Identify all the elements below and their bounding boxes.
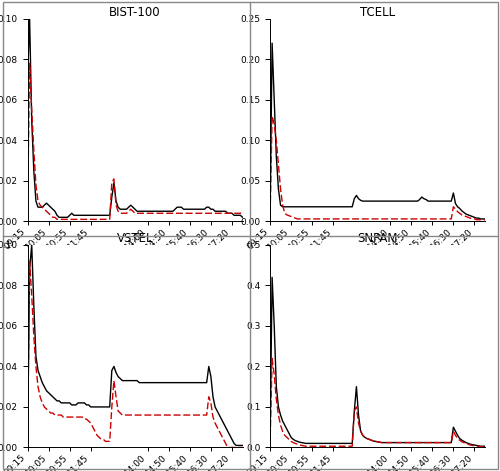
Title: TCELL: TCELL bbox=[360, 6, 395, 19]
Legend: Non-Crisis, Crisis: Non-Crisis, Crisis bbox=[66, 298, 203, 314]
Title: VSTEL: VSTEL bbox=[117, 232, 153, 245]
Legend: Non-Crisis, Crisis: Non-Crisis, Crisis bbox=[309, 298, 446, 314]
Title: SNPAM: SNPAM bbox=[357, 232, 398, 245]
Title: BIST-100: BIST-100 bbox=[109, 6, 161, 19]
